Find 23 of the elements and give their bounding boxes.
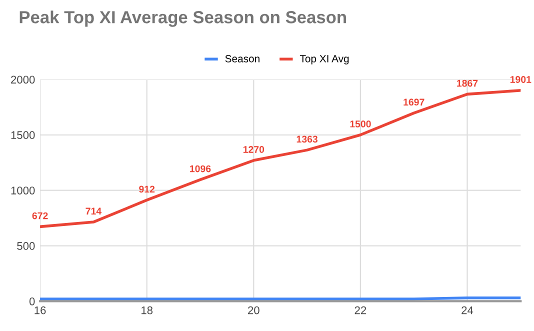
- legend-label: Season: [225, 55, 260, 62]
- x-tick-label: 20: [248, 306, 260, 314]
- data-label: 1500: [350, 120, 371, 128]
- data-label: 714: [86, 208, 102, 214]
- chart-title: Peak Top XI Average Season on Season: [20, 10, 346, 27]
- data-label: 672: [32, 212, 48, 220]
- y-tick-label: 1500: [11, 131, 35, 140]
- y-tick-label: 2000: [11, 76, 35, 84]
- data-label: 1901: [510, 76, 532, 83]
- y-tick-label: 500: [17, 242, 35, 250]
- y-tick-label: 1000: [11, 186, 35, 194]
- y-tick-label: 0: [29, 297, 35, 306]
- data-label: 1867: [457, 80, 478, 87]
- x-tick-label: 22: [354, 306, 366, 314]
- data-label: 1697: [404, 98, 424, 106]
- data-label: 1363: [296, 136, 318, 143]
- x-tick-label: 16: [34, 306, 46, 314]
- legend-label: Top XI Avg: [300, 55, 349, 64]
- data-label: 1270: [243, 146, 264, 153]
- x-tick-label: 18: [142, 306, 153, 314]
- data-label: 912: [139, 186, 155, 193]
- data-label: 1096: [190, 165, 211, 172]
- x-tick-label: 24: [462, 306, 474, 314]
